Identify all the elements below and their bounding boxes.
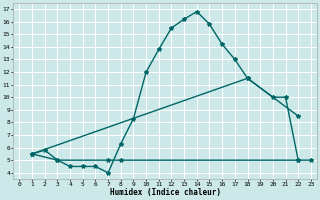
X-axis label: Humidex (Indice chaleur): Humidex (Indice chaleur)	[110, 188, 220, 197]
